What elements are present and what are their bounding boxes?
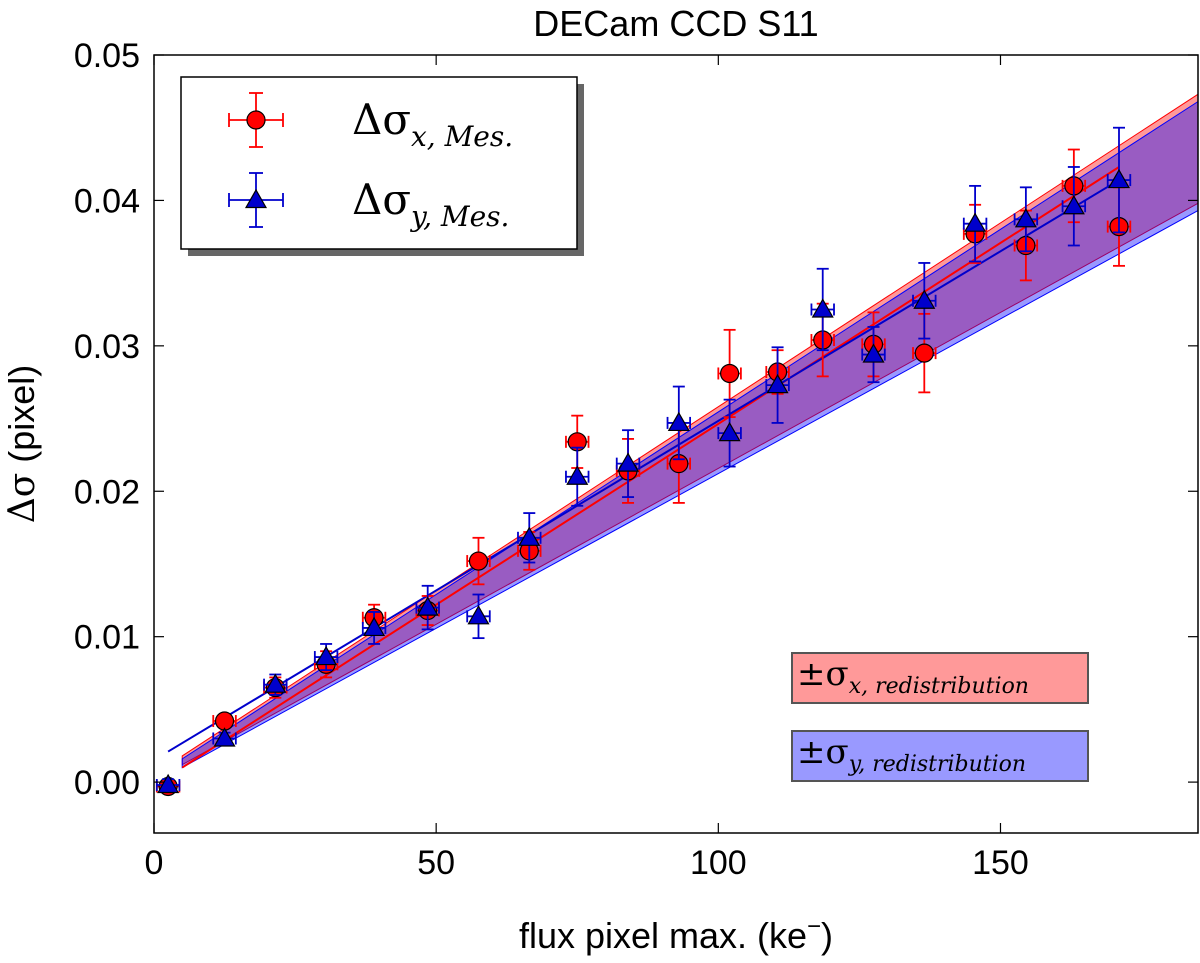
marker-triangle [213, 727, 236, 747]
legend-label-sub: x, Mes. [411, 120, 513, 153]
band-legend-label-x: ±σx, redistribution [797, 654, 1029, 699]
legend-label-main: Δσ [352, 95, 411, 144]
marker-triangle [862, 343, 885, 363]
marker-triangle [718, 421, 741, 442]
legend-label-y: Δσy, Mes. [352, 175, 509, 233]
marker-triangle [363, 616, 386, 637]
marker-triangle [467, 605, 490, 625]
axis-ticks: 0 50 100 150 0.00 0.01 0.02 0.03 0.04 0.05 [74, 37, 1198, 882]
band-legend: ±σx, redistribution±σy, redistribution [791, 652, 1089, 782]
data-point-x-8 [565, 414, 590, 469]
band-legend-swatch-y [791, 730, 1089, 782]
marker-triangle [518, 526, 541, 546]
y-tick-label: 0.02 [74, 473, 140, 511]
x-axis-label: flux pixel max. (ke−) [519, 913, 833, 956]
band-y [181, 100, 1198, 769]
marker-triangle [157, 773, 180, 794]
marker-circle [720, 363, 740, 384]
data-point-y-19 [1106, 126, 1132, 234]
y-tick-label: 0.00 [74, 764, 140, 802]
y-tick-label: 0.05 [74, 37, 140, 75]
y-tick-label: 0.04 [74, 182, 140, 220]
band-legend-sub: y, redistribution [848, 752, 1026, 777]
data-points-layer [155, 126, 1132, 797]
data-point-x-6 [466, 536, 491, 586]
y-tick-label: 0.03 [74, 328, 140, 366]
data-point-y-7 [517, 512, 542, 564]
band-legend-main: ±σ [797, 654, 849, 694]
x-tick-label: 50 [417, 844, 455, 882]
legend: Δσx, Mes.Δσy, Mes. [180, 76, 584, 256]
legend-entry-x: Δσx, Mes. [228, 92, 513, 153]
data-point-y-16 [962, 184, 988, 263]
fit-line-x [181, 166, 1120, 769]
data-point-y-17 [1013, 186, 1039, 253]
marker-circle [914, 343, 934, 363]
data-point-y-18 [1061, 166, 1087, 247]
data-point-y-12 [765, 346, 790, 424]
data-point-y-14 [861, 326, 886, 384]
data-point-y-8 [565, 446, 590, 507]
data-point-y-10 [666, 385, 692, 461]
marker-triangle [667, 411, 690, 432]
legend-entry-y: Δσy, Mes. [228, 172, 509, 233]
marker-triangle [1107, 168, 1131, 189]
x-tick-label: 100 [690, 844, 747, 882]
legend-marker-triangle [244, 188, 268, 209]
plot-frame [153, 54, 1199, 834]
band-legend-label-y: ±σy, redistribution [797, 732, 1026, 777]
marker-triangle [264, 673, 287, 693]
data-point-y-3 [313, 643, 339, 672]
legend-label-x: Δσx, Mes. [352, 95, 513, 153]
y-tick-label: 0.01 [74, 619, 140, 657]
chart-title: DECam CCD S11 [533, 3, 818, 44]
marker-triangle [964, 212, 987, 232]
marker-triangle [913, 289, 936, 309]
marker-triangle [416, 596, 439, 616]
x-tick-label: 150 [972, 844, 1029, 882]
legend-label-sub: y, Mes. [409, 200, 509, 233]
band-legend-swatch-x [791, 652, 1089, 704]
marker-circle [468, 551, 489, 571]
data-point-y-4 [361, 611, 387, 645]
data-point-y-9 [615, 429, 641, 498]
data-point-y-11 [717, 398, 742, 468]
bands-layer [181, 93, 1198, 769]
y-axis-label: Δσ (pixel) [1, 365, 43, 524]
marker-triangle [566, 465, 589, 485]
marker-triangle [1014, 208, 1037, 228]
band-legend-main: ±σ [797, 732, 849, 772]
x-tick-label: 0 [145, 844, 164, 882]
marker-triangle [1062, 195, 1085, 215]
data-point-y-6 [466, 593, 491, 640]
band-legend-sub: x, redistribution [849, 674, 1029, 699]
data-point-y-13 [810, 267, 835, 352]
data-point-y-1 [212, 727, 237, 747]
marker-triangle [616, 452, 640, 472]
marker-triangle [811, 298, 834, 318]
data-point-x-15 [912, 312, 937, 394]
data-point-y-0 [155, 773, 181, 794]
band-legend-x: ±σx, redistribution [791, 652, 1089, 704]
legend-marker-circle [246, 110, 266, 130]
data-point-y-2 [263, 673, 288, 696]
legend-box [180, 76, 578, 250]
marker-triangle [315, 645, 338, 666]
legend-label-main: Δσ [352, 175, 411, 224]
data-point-y-5 [415, 584, 440, 631]
marker-triangle [766, 373, 789, 394]
data-point-y-15 [912, 262, 937, 340]
band-legend-y: ±σy, redistribution [791, 730, 1089, 782]
